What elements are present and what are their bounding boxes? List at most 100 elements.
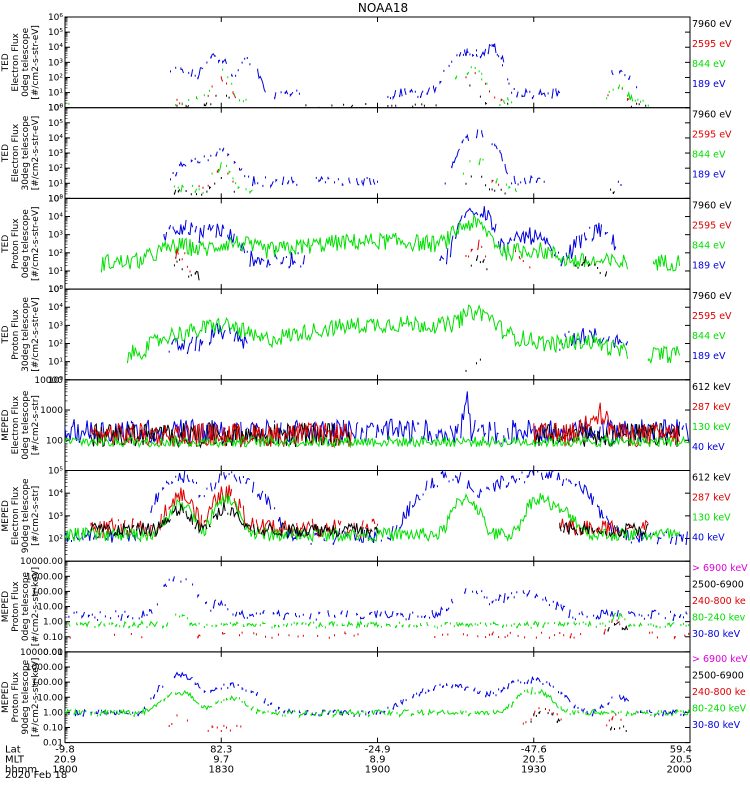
series-line xyxy=(65,470,690,546)
y-axis-label-line: [#/cm2-s-str-keV] xyxy=(31,658,41,737)
y-axis-label-line: Electron Flux xyxy=(11,395,21,454)
panel-frame xyxy=(64,470,691,562)
panel-3: 10⁰ 10¹ 10² 10³ 10⁴ 10⁵ TEDProton Flux0deg tel… xyxy=(1,194,732,295)
legend-entry: 130 keV xyxy=(692,422,731,433)
legend-entry: 7960 eV xyxy=(692,291,732,302)
series-red xyxy=(90,484,649,539)
y-tick-label: 10⁴ xyxy=(48,43,63,53)
legend-entry: 2500-6900 xyxy=(692,670,744,681)
legend-entry: 2595 eV xyxy=(692,39,732,50)
y-tick-label: 10² xyxy=(48,164,63,174)
y-tick-label: 10⁰ xyxy=(48,285,63,295)
y-axis-label-line: Proton Flux xyxy=(11,308,21,359)
series-line xyxy=(173,158,518,195)
series-black xyxy=(530,710,627,732)
series-line xyxy=(65,687,690,719)
series-line xyxy=(68,66,649,107)
y-tick-label: 1.00 xyxy=(43,618,63,628)
y-axis-label-line: [#/cm2-s-str] xyxy=(31,395,41,455)
y-tick-label: 10⁵ xyxy=(48,467,63,477)
y-tick-label: 10³ xyxy=(48,231,63,241)
series-black xyxy=(173,175,615,196)
series-line xyxy=(68,671,690,718)
series-green xyxy=(68,612,690,630)
series-blue xyxy=(65,470,690,546)
footer-mlt-value: 20.9 xyxy=(54,755,76,766)
panel-4: 10⁰ 10¹ 10² 10³ 10⁴ 10⁵ TEDProton Flux30deg te… xyxy=(1,285,732,386)
y-axis-label-line: Electron Flux xyxy=(11,32,21,91)
y-tick-label: 10³ xyxy=(48,149,63,159)
series-line xyxy=(68,612,690,630)
footer-lat-value: -24.9 xyxy=(365,745,391,756)
y-tick-label: 10⁴ xyxy=(48,134,63,144)
series-line xyxy=(90,502,649,538)
y-axis-label-line: [#/cm2-s-str] xyxy=(31,486,41,546)
y-tick-label: 10000.00 xyxy=(20,648,63,658)
legend-entry: 80-240 kev xyxy=(692,613,746,624)
y-tick-label: 1000.00 xyxy=(26,663,63,673)
y-axis-label: MEPEDElectron Flux0deg telescope[#/cm2-s… xyxy=(1,390,41,460)
series-green xyxy=(65,493,681,543)
y-axis-label-line: 90deg telescope xyxy=(21,478,31,553)
series-line xyxy=(607,621,628,632)
y-tick-label: 0.10 xyxy=(43,633,63,643)
legend-entry: 240-800 ke xyxy=(692,687,746,698)
y-axis-label-line: TED xyxy=(1,325,11,344)
legend-entry: 2500-6900 xyxy=(692,580,744,591)
legend-entry: 612 keV xyxy=(692,382,731,393)
y-tick-label: 10² xyxy=(48,249,63,259)
footer-mlt-value: 8.9 xyxy=(370,755,386,766)
footer-mlt-value: 20.5 xyxy=(523,755,545,766)
y-tick-label: 10² xyxy=(48,340,63,350)
y-axis-label-line: MEPED xyxy=(1,681,11,713)
y-axis-label: MEPEDProton Flux0deg telescope[#/cm2-s-s… xyxy=(1,567,41,646)
y-axis-label-line: Proton Flux xyxy=(11,218,21,269)
series-red xyxy=(198,168,500,189)
panel-8: 0.010.101.0010.00100.001000.0010000.00ME… xyxy=(1,648,748,749)
y-axis-label-line: 30deg telescope xyxy=(21,297,31,372)
y-tick-label: 10.00 xyxy=(37,693,63,703)
data-area xyxy=(65,470,690,546)
footer-hhmm-value: 1900 xyxy=(365,765,390,776)
series-black xyxy=(173,255,608,281)
y-tick-label: 10⁰ xyxy=(48,104,63,114)
series-red xyxy=(176,72,630,106)
panel-1: 10⁰ 10¹ 10² 10³ 10⁴ 10⁵ 10⁶ TEDElectron Flux0de… xyxy=(1,13,732,114)
y-axis-label-line: 90deg telescope xyxy=(21,659,31,734)
series-line xyxy=(175,239,531,273)
y-tick-label: 10⁰ xyxy=(48,376,63,386)
series-blue xyxy=(170,42,638,101)
series-line xyxy=(101,213,681,273)
y-axis-label-line: MEPED xyxy=(1,409,11,441)
legend-entry: 30-80 keV xyxy=(692,629,741,640)
y-tick-label: 0.01 xyxy=(43,739,63,749)
y-axis-label-line: Electron Flux xyxy=(11,123,21,182)
series-line xyxy=(65,493,681,543)
series-black xyxy=(176,84,647,108)
y-tick-label: 100.00 xyxy=(32,587,64,597)
series-line xyxy=(173,175,615,196)
data-area xyxy=(127,304,681,372)
legend-entry: 7960 eV xyxy=(692,200,732,211)
y-axis-label-line: TED xyxy=(1,235,11,254)
series-blue xyxy=(163,206,617,269)
panel-frame xyxy=(64,107,691,199)
y-axis-label-line: 0deg telescope xyxy=(21,27,31,97)
y-axis-label-line: 0deg telescope xyxy=(21,572,31,642)
series-line xyxy=(168,707,622,732)
series-blue xyxy=(68,671,690,718)
data-area xyxy=(65,671,690,732)
series-green xyxy=(101,213,681,273)
y-axis-label-line: [#/cm2-s-str-eV] xyxy=(31,297,41,372)
y-axis-label-line: Electron Flux xyxy=(11,486,21,545)
series-red xyxy=(69,619,690,640)
y-tick-label: 10¹ xyxy=(48,89,63,99)
legend-entry: 240-800 ke xyxy=(692,596,746,607)
series-red xyxy=(90,402,680,448)
y-tick-label: 1.00 xyxy=(43,708,63,718)
legend-entry: 612 keV xyxy=(692,473,731,484)
data-area xyxy=(68,576,690,640)
legend-entry: > 6900 keV xyxy=(692,654,748,665)
